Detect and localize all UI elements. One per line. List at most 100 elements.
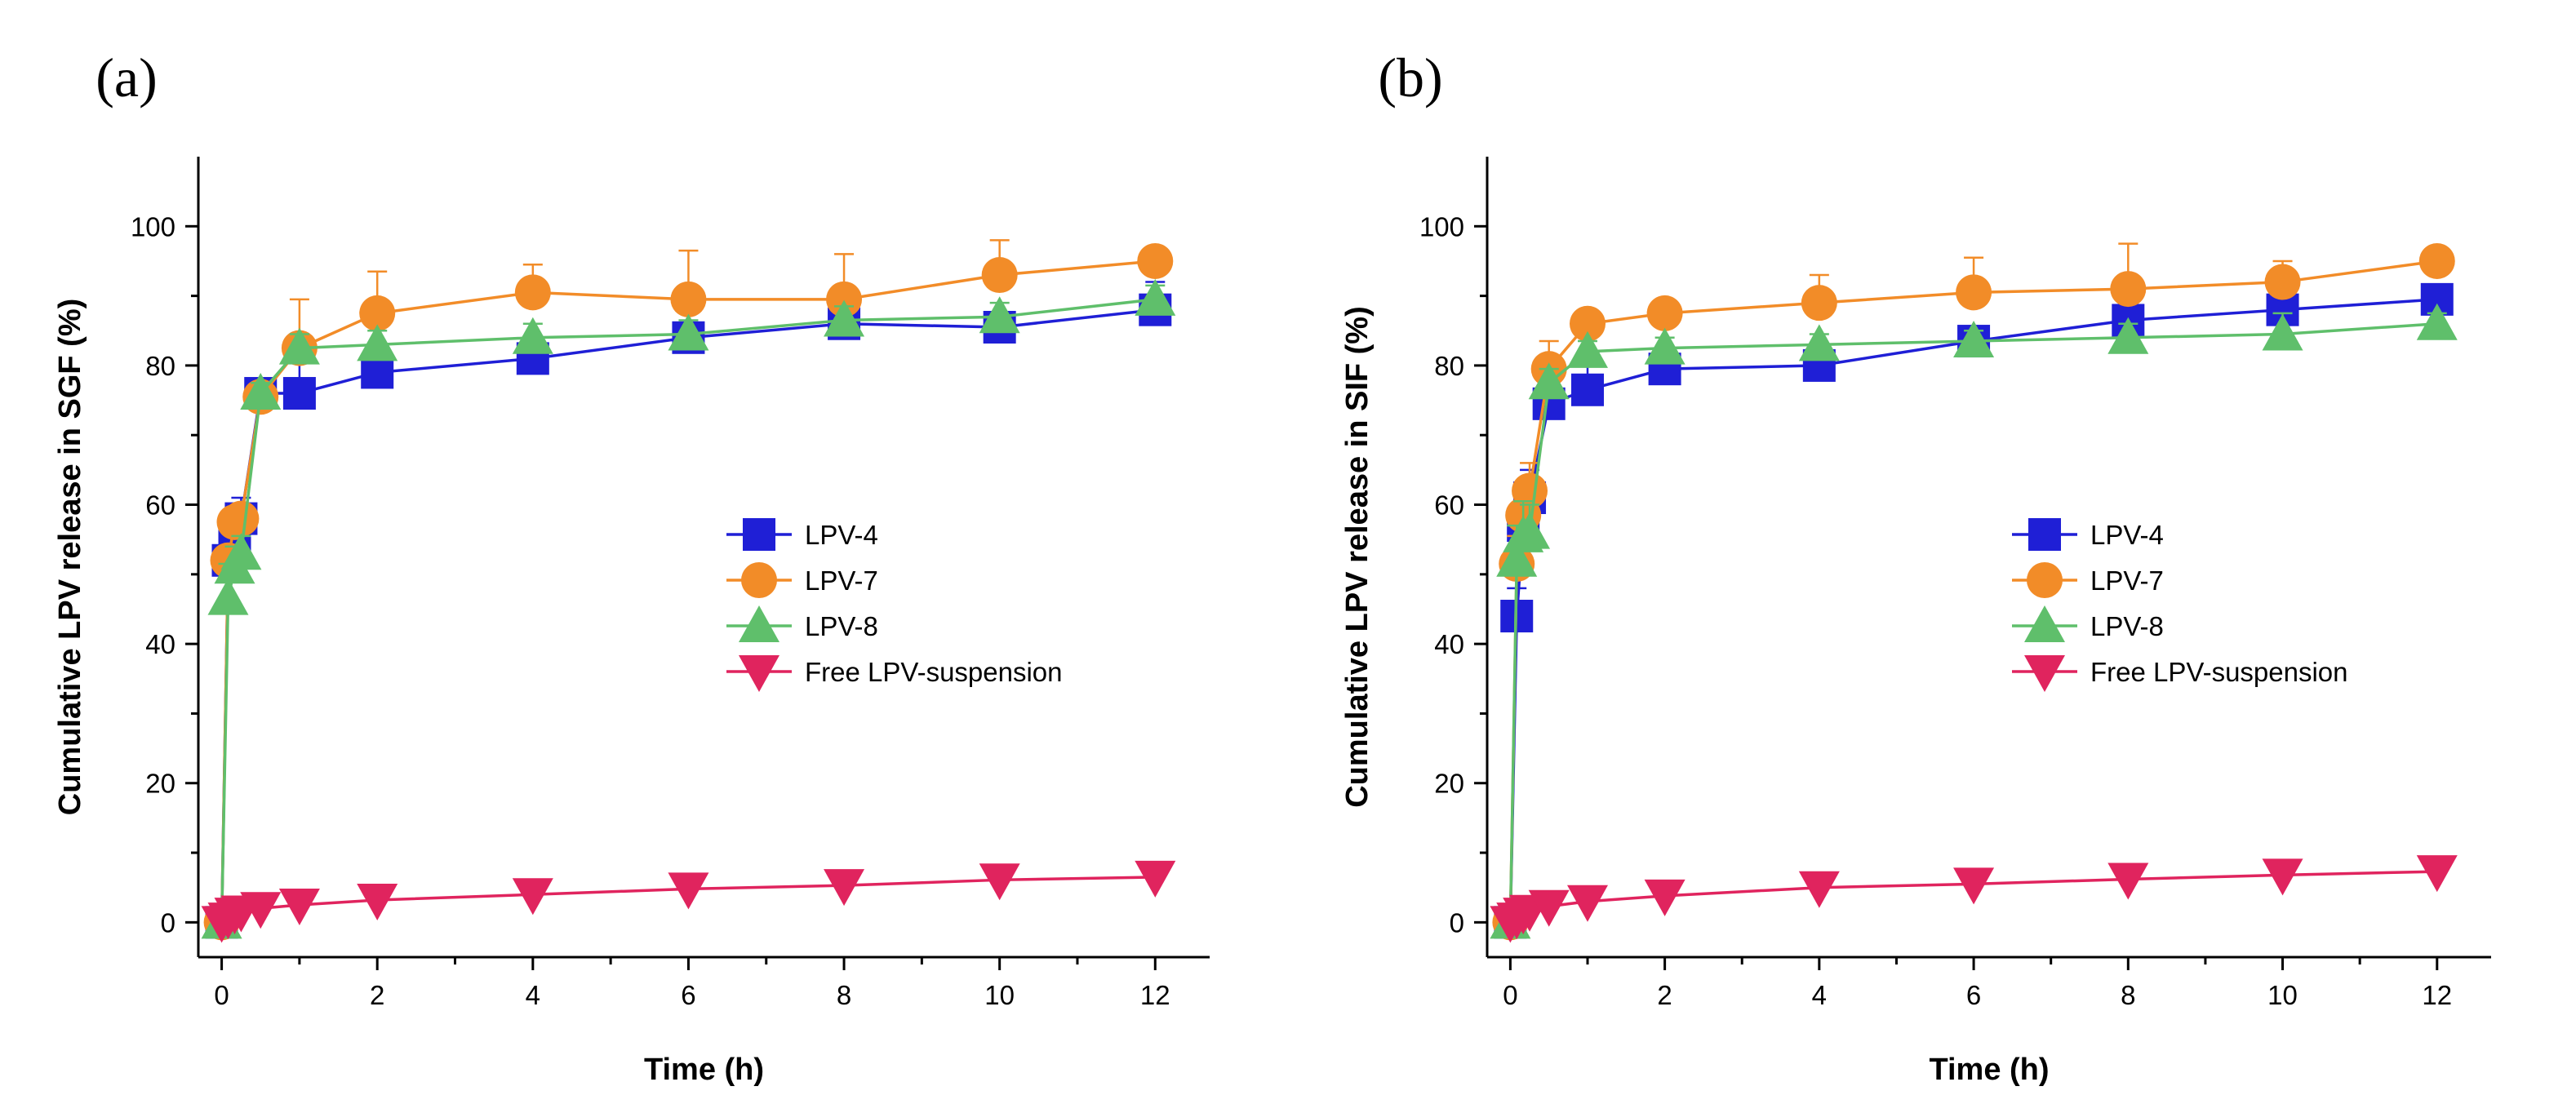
data-point xyxy=(220,533,262,570)
data-point xyxy=(1135,278,1176,316)
data-point xyxy=(824,299,865,337)
panel-a: (a) 0 2 4 6 8 10 12 0 20 40 60 80 100 Time (h) Cumulati… xyxy=(53,47,1210,1087)
data-point xyxy=(824,869,865,907)
data-point xyxy=(981,257,1018,294)
data-point xyxy=(1570,305,1606,342)
legend-marker xyxy=(2028,518,2061,551)
data-point xyxy=(1528,362,1570,400)
legend-marker xyxy=(2024,605,2065,642)
data-point xyxy=(1646,295,1683,331)
data-point xyxy=(357,884,398,921)
panel-label: (a) xyxy=(95,47,157,109)
data-point xyxy=(240,373,282,410)
data-point xyxy=(1644,879,1686,916)
series-line xyxy=(220,308,1156,923)
series-free-lpv-suspension xyxy=(201,860,1176,943)
data-point xyxy=(2110,271,2147,308)
data-point xyxy=(2418,242,2455,279)
data-point xyxy=(1567,885,1608,922)
data-point xyxy=(357,324,398,361)
series-lpv-4 xyxy=(205,281,1172,939)
data-point xyxy=(1801,285,1837,321)
data-point xyxy=(1644,327,1686,365)
series-lpv-8 xyxy=(1490,303,2458,939)
series-free-lpv-suspension xyxy=(1490,855,2458,943)
data-point xyxy=(2107,862,2149,900)
data-point xyxy=(1496,539,1538,577)
data-point xyxy=(514,274,551,311)
y-tick-label: 20 xyxy=(1434,769,1464,799)
data-point xyxy=(2264,264,2301,300)
data-point xyxy=(2416,303,2458,340)
y-tick-label: 60 xyxy=(145,490,175,521)
series-lpv-8 xyxy=(201,278,1176,939)
data-point xyxy=(278,889,320,926)
y-axis-title: Cumulative LPV release in SGF (%) xyxy=(53,299,87,816)
data-point xyxy=(1137,242,1174,279)
x-tick-label: 4 xyxy=(1812,980,1827,1010)
y-tick-label: 0 xyxy=(161,907,175,938)
data-point xyxy=(979,296,1020,334)
panel-label: (b) xyxy=(1378,47,1442,109)
data-point xyxy=(1512,472,1548,509)
x-tick-label: 8 xyxy=(2121,980,2135,1010)
data-point xyxy=(2262,313,2303,351)
data-point xyxy=(670,281,707,317)
legend-marker xyxy=(739,605,779,642)
x-tick-label: 0 xyxy=(214,980,229,1010)
legend-label: LPV-8 xyxy=(2090,611,2164,641)
data-point xyxy=(668,313,709,351)
data-point xyxy=(1509,512,1551,549)
data-point xyxy=(1528,889,1570,927)
legend-label: Free LPV-suspension xyxy=(805,657,1063,687)
series-line xyxy=(1508,298,2437,923)
x-tick-label: 2 xyxy=(370,980,384,1010)
data-point xyxy=(1956,274,1992,311)
data-point xyxy=(1798,324,1840,361)
data-point xyxy=(2262,858,2303,896)
series-line xyxy=(220,298,1156,923)
legend-label: LPV-4 xyxy=(2090,520,2164,550)
data-point xyxy=(1567,330,1608,368)
x-tick-label: 12 xyxy=(2422,980,2452,1010)
data-point xyxy=(359,295,396,331)
data-point xyxy=(826,281,863,317)
x-tick-label: 6 xyxy=(681,980,695,1010)
data-point xyxy=(240,892,282,929)
y-tick-label: 40 xyxy=(145,629,175,659)
legend-label: Free LPV-suspension xyxy=(2090,657,2348,687)
data-point xyxy=(282,377,316,410)
x-tick-label: 12 xyxy=(1140,980,1170,1010)
data-point xyxy=(2416,855,2458,893)
data-point xyxy=(512,317,553,354)
legend-marker xyxy=(743,518,775,551)
y-tick-label: 40 xyxy=(1434,629,1464,659)
data-point xyxy=(207,578,249,615)
legend-marker xyxy=(2024,655,2065,692)
y-tick-label: 60 xyxy=(1434,490,1464,521)
series-lpv-4 xyxy=(1494,282,2454,939)
panel-b: (b) 0 2 4 6 8 10 12 0 20 40 60 80 100 Time (h) Cumulati… xyxy=(1340,47,2491,1087)
data-point xyxy=(668,872,709,910)
y-tick-label: 100 xyxy=(131,211,175,242)
legend-marker xyxy=(739,655,779,692)
data-point xyxy=(512,878,553,916)
x-tick-label: 4 xyxy=(526,980,540,1010)
y-tick-label: 20 xyxy=(145,769,175,799)
y-axis-title: Cumulative LPV release in SIF (%) xyxy=(1340,306,1375,808)
y-tick-label: 100 xyxy=(1419,211,1464,242)
data-point xyxy=(1953,867,1995,905)
legend-label: LPV-4 xyxy=(805,520,878,550)
legend-label: LPV-7 xyxy=(2090,565,2164,596)
y-tick-label: 80 xyxy=(145,351,175,381)
legend: LPV-4 LPV-7 LPV-8 Free LPV-suspension xyxy=(2012,518,2348,692)
legend: LPV-4 LPV-7 LPV-8 Free LPV-suspension xyxy=(726,518,1063,692)
x-tick-label: 10 xyxy=(2267,980,2298,1010)
y-tick-label: 80 xyxy=(1434,351,1464,381)
data-point xyxy=(1953,321,1995,358)
data-point xyxy=(979,863,1020,901)
legend-label: LPV-8 xyxy=(805,611,878,641)
y-tick-label: 0 xyxy=(1450,907,1464,938)
legend-marker xyxy=(741,562,777,598)
